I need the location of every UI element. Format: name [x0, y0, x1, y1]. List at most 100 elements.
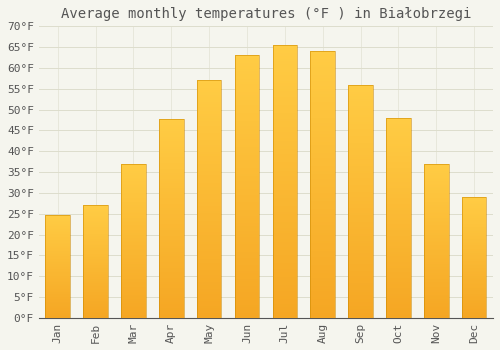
Bar — [197, 183, 222, 185]
Bar — [386, 126, 410, 128]
Bar — [386, 274, 410, 276]
Bar — [348, 311, 373, 313]
Bar — [84, 311, 108, 312]
Bar — [159, 234, 184, 236]
Bar — [234, 200, 260, 202]
Bar — [310, 139, 335, 142]
Bar — [310, 179, 335, 182]
Bar — [234, 213, 260, 216]
Bar — [84, 209, 108, 210]
Bar — [159, 215, 184, 216]
Bar — [46, 215, 70, 318]
Bar — [272, 233, 297, 236]
Bar — [272, 162, 297, 165]
Bar — [386, 206, 410, 208]
Bar — [197, 156, 222, 159]
Bar — [348, 171, 373, 173]
Bar — [424, 281, 448, 282]
Bar — [197, 83, 222, 85]
Bar — [386, 212, 410, 214]
Bar — [348, 220, 373, 222]
Bar — [424, 266, 448, 267]
Bar — [197, 99, 222, 102]
Bar — [348, 85, 373, 318]
Bar — [197, 138, 222, 140]
Bar — [386, 188, 410, 190]
Bar — [424, 286, 448, 287]
Bar — [272, 304, 297, 307]
Bar — [121, 292, 146, 293]
Bar — [197, 190, 222, 192]
Bar — [197, 268, 222, 271]
Bar — [386, 314, 410, 316]
Bar — [46, 268, 70, 270]
Bar — [46, 288, 70, 289]
Bar — [159, 256, 184, 258]
Bar — [234, 79, 260, 82]
Bar — [272, 45, 297, 318]
Bar — [348, 288, 373, 290]
Bar — [424, 236, 448, 238]
Bar — [310, 217, 335, 219]
Bar — [84, 246, 108, 247]
Bar — [234, 153, 260, 155]
Bar — [462, 302, 486, 303]
Bar — [272, 288, 297, 290]
Bar — [424, 232, 448, 233]
Bar — [84, 254, 108, 255]
Bar — [462, 317, 486, 318]
Bar — [234, 229, 260, 231]
Bar — [197, 266, 222, 268]
Bar — [424, 170, 448, 172]
Bar — [159, 270, 184, 272]
Bar — [159, 155, 184, 156]
Bar — [424, 215, 448, 216]
Bar — [159, 268, 184, 270]
Bar — [46, 293, 70, 294]
Bar — [234, 111, 260, 113]
Bar — [46, 304, 70, 306]
Bar — [424, 275, 448, 276]
Bar — [121, 221, 146, 222]
Bar — [46, 266, 70, 267]
Bar — [84, 215, 108, 216]
Bar — [46, 306, 70, 307]
Bar — [84, 241, 108, 243]
Bar — [84, 206, 108, 208]
Bar — [234, 234, 260, 237]
Bar — [84, 232, 108, 233]
Bar — [386, 136, 410, 138]
Bar — [272, 143, 297, 146]
Bar — [310, 286, 335, 289]
Bar — [197, 80, 222, 83]
Bar — [84, 294, 108, 295]
Bar — [234, 116, 260, 118]
Bar — [348, 180, 373, 183]
Bar — [84, 301, 108, 302]
Bar — [348, 101, 373, 103]
Bar — [462, 289, 486, 290]
Bar — [272, 280, 297, 282]
Bar — [386, 164, 410, 166]
Bar — [197, 299, 222, 301]
Bar — [159, 296, 184, 298]
Bar — [84, 263, 108, 264]
Bar — [272, 228, 297, 231]
Bar — [197, 278, 222, 280]
Bar — [121, 193, 146, 195]
Bar — [348, 199, 373, 201]
Bar — [462, 308, 486, 309]
Bar — [46, 256, 70, 257]
Bar — [159, 143, 184, 145]
Bar — [159, 121, 184, 123]
Bar — [234, 310, 260, 313]
Bar — [348, 99, 373, 101]
Bar — [84, 282, 108, 283]
Bar — [386, 158, 410, 160]
Bar — [462, 237, 486, 238]
Bar — [197, 116, 222, 118]
Bar — [462, 220, 486, 221]
Bar — [46, 264, 70, 265]
Bar — [348, 234, 373, 236]
Bar — [348, 108, 373, 110]
